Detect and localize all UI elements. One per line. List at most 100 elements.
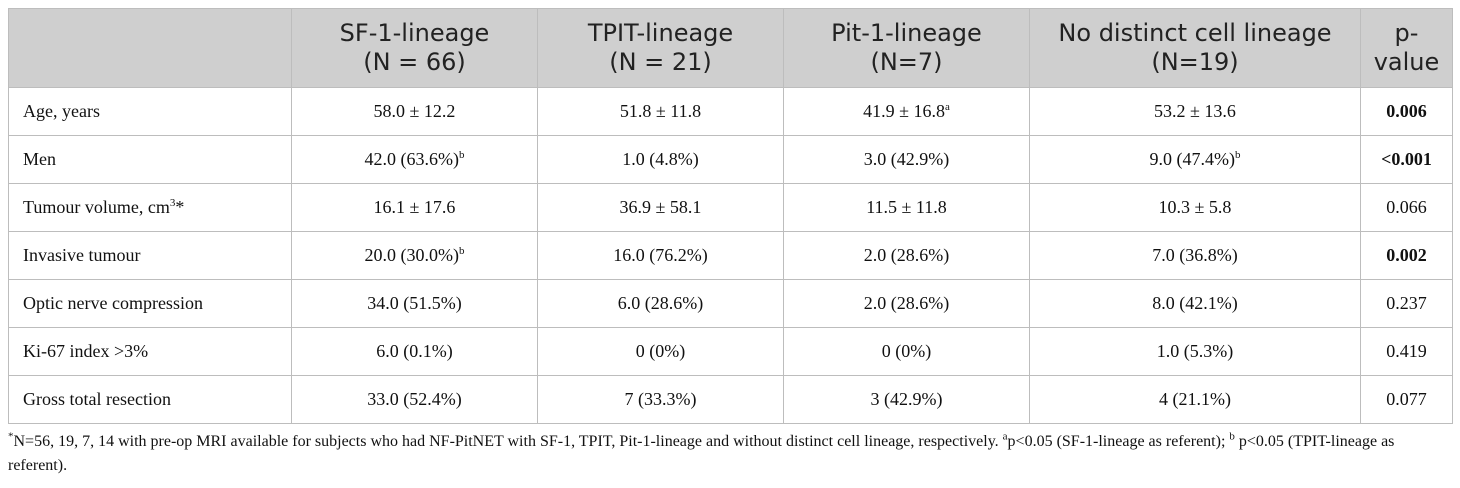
footnote-sup-b: b [1229, 430, 1235, 443]
table-row: Age, years 58.0 ± 12.2 51.8 ± 11.8 41.9 ± 1… [8, 87, 1453, 136]
cell-pit1-value: 2.0 (28.6%) [863, 245, 950, 265]
cell-p-value: <0.001 [1360, 135, 1453, 184]
results-table: SF-1-lineage (N = 66) TPIT-lineage (N = 21)… [8, 8, 1453, 424]
header-p-value: p-value [1360, 8, 1453, 88]
table-body: Age, years 58.0 ± 12.2 51.8 ± 11.8 41.9 ± 1… [8, 87, 1453, 424]
cell-sf1: 16.1 ± 17.6 [291, 183, 538, 232]
row-label: Optic nerve compression [8, 279, 292, 328]
cell-pit1: 0 (0%) [783, 327, 1030, 376]
cell-tpit: 16.0 (76.2%) [537, 231, 784, 280]
row-label-text: Gross total resection [23, 389, 171, 409]
row-label: Tumour volume, cm3* [8, 183, 292, 232]
cell-none-value: 4 (21.1%) [1159, 389, 1231, 409]
header-tpit-lineage-line1: TPIT-lineage [587, 19, 734, 47]
cell-sf1-superscript: b [458, 245, 465, 257]
cell-tpit: 7 (33.3%) [537, 375, 784, 424]
header-blank [8, 8, 292, 88]
cell-tpit-value: 36.9 ± 58.1 [619, 197, 702, 217]
row-label-text: Age, years [23, 101, 100, 121]
footnote-star: * [8, 430, 14, 443]
cell-none: 4 (21.1%) [1029, 375, 1361, 424]
row-label: Invasive tumour [8, 231, 292, 280]
table-row: Gross total resection 33.0 (52.4%) 7 (33.3… [8, 375, 1453, 424]
footnote-text-3: p<0.05 (TPIT-lineage as referent). [8, 433, 1395, 474]
row-label: Age, years [8, 87, 292, 136]
cell-none: 9.0 (47.4%)b [1029, 135, 1361, 184]
row-label: Gross total resection [8, 375, 292, 424]
cell-none: 1.0 (5.3%) [1029, 327, 1361, 376]
cell-none-value: 8.0 (42.1%) [1152, 293, 1238, 313]
cell-tpit-value: 51.8 ± 11.8 [619, 101, 702, 121]
cell-none-value: 10.3 ± 5.8 [1158, 197, 1232, 217]
header-no-lineage: No distinct cell lineage (N=19) [1029, 8, 1361, 88]
cell-sf1: 20.0 (30.0%)b [291, 231, 538, 280]
cell-pit1: 3.0 (42.9%) [783, 135, 1030, 184]
cell-pit1-value: 41.9 ± 16.8 [863, 101, 945, 121]
cell-p-value: 0.419 [1360, 327, 1453, 376]
row-label-suffix: * [175, 197, 185, 217]
header-pit1-lineage-line1: Pit-1-lineage [831, 19, 982, 47]
cell-sf1-value: 33.0 (52.4%) [367, 389, 462, 409]
cell-pit1: 2.0 (28.6%) [783, 231, 1030, 280]
cell-none-value: 7.0 (36.8%) [1152, 245, 1238, 265]
cell-none-value: 1.0 (5.3%) [1156, 341, 1234, 361]
cell-p-value: 0.066 [1360, 183, 1453, 232]
cell-pit1-value: 3.0 (42.9%) [863, 149, 950, 169]
table-row: Optic nerve compression 34.0 (51.5%) 6.0 (… [8, 279, 1453, 328]
header-sf1-lineage-line1: SF-1-lineage [339, 19, 490, 47]
header-sf1-lineage: SF-1-lineage (N = 66) [291, 8, 538, 88]
row-label-text: Tumour volume, cm [23, 197, 170, 217]
footnote-sup-a: a [1002, 430, 1008, 443]
cell-sf1: 58.0 ± 12.2 [291, 87, 538, 136]
cell-sf1-value: 34.0 (51.5%) [367, 293, 462, 313]
cell-pit1: 3 (42.9%) [783, 375, 1030, 424]
table-row: Men 42.0 (63.6%)b 1.0 (4.8%) 3.0 (42.9%) 9.0… [8, 135, 1453, 184]
row-label-superscript: 3 [169, 197, 176, 209]
cell-tpit: 0 (0%) [537, 327, 784, 376]
cell-sf1: 6.0 (0.1%) [291, 327, 538, 376]
cell-tpit: 51.8 ± 11.8 [537, 87, 784, 136]
footnote-text-2: p<0.05 (SF-1-lineage as referent); [1007, 433, 1230, 450]
table-footnote: *N=56, 19, 7, 14 with pre-op MRI availab… [8, 430, 1452, 478]
cell-p-value: 0.237 [1360, 279, 1453, 328]
row-label-text: Ki-67 index >3% [23, 341, 149, 361]
row-label: Men [8, 135, 292, 184]
cell-tpit-value: 1.0 (4.8%) [622, 149, 699, 169]
row-label: Ki-67 index >3% [8, 327, 292, 376]
cell-pit1: 2.0 (28.6%) [783, 279, 1030, 328]
header-row: SF-1-lineage (N = 66) TPIT-lineage (N = 21)… [8, 8, 1453, 88]
cell-none: 53.2 ± 13.6 [1029, 87, 1361, 136]
cell-pit1-value: 2.0 (28.6%) [863, 293, 950, 313]
cell-p-value: 0.006 [1360, 87, 1453, 136]
cell-pit1-value: 0 (0%) [881, 341, 932, 361]
cell-sf1-value: 58.0 ± 12.2 [373, 101, 456, 121]
cell-tpit: 1.0 (4.8%) [537, 135, 784, 184]
cell-tpit: 36.9 ± 58.1 [537, 183, 784, 232]
header-tpit-lineage: TPIT-lineage (N = 21) [537, 8, 784, 88]
table-row: Tumour volume, cm3* 16.1 ± 17.6 36.9 ± 58.… [8, 183, 1453, 232]
cell-p-value: 0.002 [1360, 231, 1453, 280]
cell-none: 7.0 (36.8%) [1029, 231, 1361, 280]
table-container: SF-1-lineage (N = 66) TPIT-lineage (N = 21)… [8, 8, 1453, 478]
header-pit1-lineage-line2: (N=7) [870, 48, 943, 76]
cell-sf1-value: 20.0 (30.0%) [364, 245, 459, 265]
row-label-text: Invasive tumour [23, 245, 141, 265]
cell-tpit-value: 0 (0%) [635, 341, 686, 361]
header-sf1-lineage-line2: (N = 66) [363, 48, 466, 76]
cell-pit1-superscript: a [945, 101, 950, 113]
cell-sf1-value: 42.0 (63.6%) [364, 149, 459, 169]
cell-none-value: 53.2 ± 13.6 [1154, 101, 1236, 121]
cell-pit1: 11.5 ± 11.8 [783, 183, 1030, 232]
header-p-value-line1: p-value [1373, 19, 1440, 76]
header-no-lineage-line2: (N=19) [1151, 48, 1239, 76]
row-label-text: Optic nerve compression [23, 293, 203, 313]
cell-pit1-value: 11.5 ± 11.8 [866, 197, 947, 217]
cell-tpit-value: 16.0 (76.2%) [613, 245, 708, 265]
row-label-text: Men [23, 149, 56, 169]
header-tpit-lineage-line2: (N = 21) [609, 48, 712, 76]
cell-none: 8.0 (42.1%) [1029, 279, 1361, 328]
cell-tpit-value: 7 (33.3%) [624, 389, 697, 409]
table-row: Invasive tumour 20.0 (30.0%)b 16.0 (76.2%)… [8, 231, 1453, 280]
cell-none: 10.3 ± 5.8 [1029, 183, 1361, 232]
table-row: Ki-67 index >3% 6.0 (0.1%) 0 (0%) 0 (0%) 1.0… [8, 327, 1453, 376]
